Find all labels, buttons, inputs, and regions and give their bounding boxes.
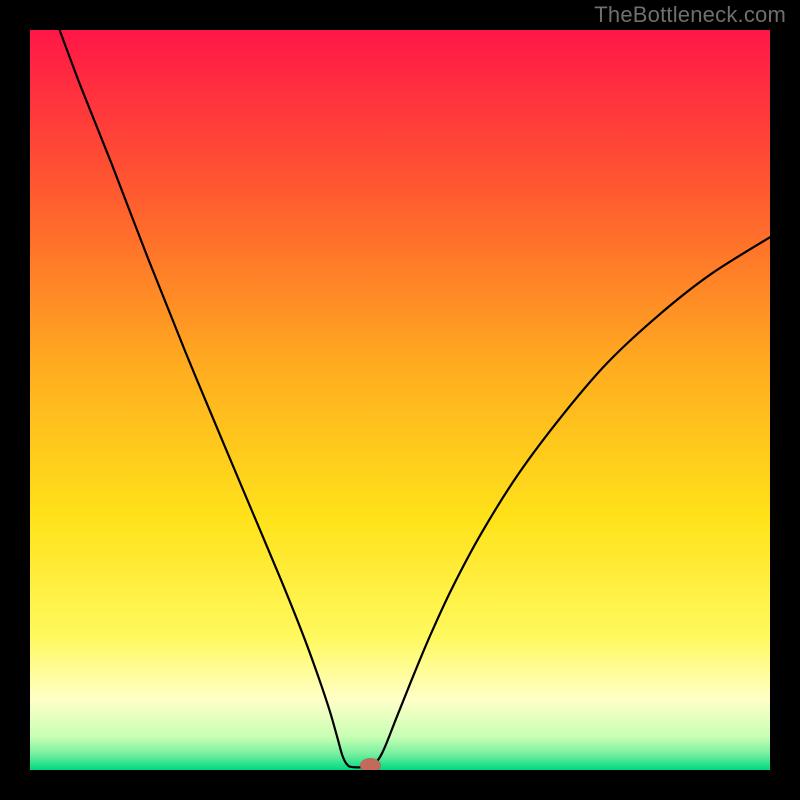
bottleneck-curve-chart xyxy=(30,30,770,770)
gradient-background xyxy=(30,30,770,770)
watermark-text: TheBottleneck.com xyxy=(594,2,786,28)
chart-container: TheBottleneck.com xyxy=(0,0,800,800)
plot-area xyxy=(30,30,770,770)
